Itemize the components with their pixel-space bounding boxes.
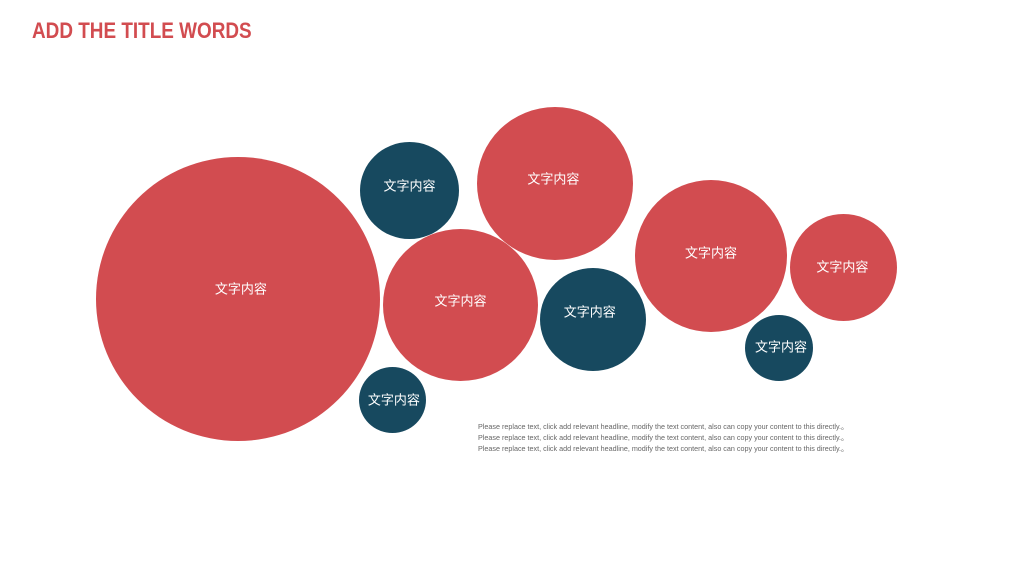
bubble-label: 文字内容 [684,246,738,262]
slide-title: ADD THE TITLE WORDS [32,18,252,43]
bubble-label: 文字内容 [527,172,580,188]
bubble-label: 文字内容 [383,179,436,195]
bubble-navy-center: 文字内容 [540,268,646,371]
bubble-label: 文字内容 [563,305,616,321]
bubble-red-far-right: 文字内容 [790,214,897,321]
bubble-navy-top: 文字内容 [360,142,459,239]
bubble-label: 文字内容 [816,260,869,275]
bubble-navy-right-small: 文字内容 [745,315,813,381]
bubble-red-top-center: 文字内容 [477,107,633,260]
body-line: Please replace text, click add relevant … [478,443,849,453]
bubble-red-right-center: 文字内容 [635,180,787,332]
bubble-label: 文字内容 [434,294,487,310]
bubble-label: 文字内容 [755,340,808,356]
bubble-label: 文字内容 [367,393,420,409]
bubble-navy-bottom-small: 文字内容 [359,367,426,433]
body-line: Please replace text, click add relevant … [478,432,849,442]
body-line: Please replace text, click add relevant … [478,422,849,431]
bubble-red-middle: 文字内容 [383,229,538,381]
bubble-large-left: 文字内容 [96,157,380,441]
body-text: Please replace text, click add relevant … [478,422,898,454]
bubble-label: 文字内容 [214,282,267,298]
